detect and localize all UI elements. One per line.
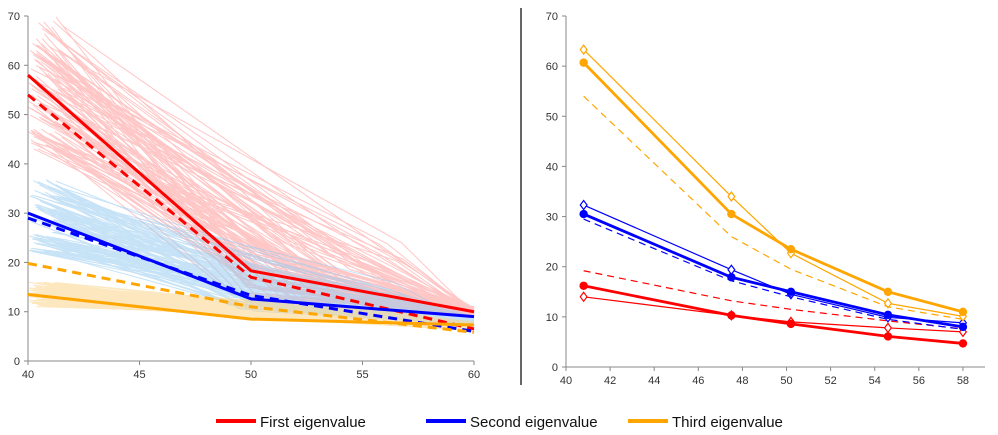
legend-item-first: First eigenvalue — [216, 414, 366, 431]
sample-curve — [57, 48, 475, 317]
right-series-first-eigenvalue-thick-filled-circle-marker — [727, 311, 736, 320]
sample-curve — [32, 132, 475, 310]
right-series-second-eigenvalue-thin-open-diamond-marker — [727, 264, 736, 276]
right-series-second-eigenvalue-thick-filled-circle-marker — [579, 209, 588, 219]
right-series-third-eigenvalue-thick-filled-circle-marker — [786, 244, 796, 254]
right-x-tick-label: 40 — [560, 375, 572, 387]
right-series-first-eigenvalue-thick-filled-circle-marker — [958, 339, 968, 348]
right-chart: 40 42 44 46 48 50 52 54 56 58 0 10 20 30 40 50 60 70 — [546, 11, 985, 387]
right-series-first-eigenvalue-thick-filled-circle-marker — [786, 319, 796, 329]
left-x-tick-label: 45 — [133, 369, 145, 381]
right-series-third-eigenvalue-thick-filled-circle — [582, 61, 964, 314]
left-y-tick-label: 40 — [8, 159, 20, 171]
right-series-third-eigenvalue-thick-filled-circle-marker — [727, 209, 736, 219]
legend-label-second: Second eigenvalue — [470, 414, 598, 430]
right-series-first-eigenvalue-thin-open-diamond — [583, 296, 963, 333]
right-series-second-eigenvalue-thick-filled-circle-marker — [727, 273, 736, 282]
right-series-second-eigenvalue-thick-filled-circle-marker — [958, 322, 968, 332]
right-y-tick-label: 10 — [546, 312, 558, 324]
right-series-second-eigenvalue-thick-filled-circle — [583, 212, 964, 329]
left-chart: 40 45 50 55 60 0 10 20 30 40 50 60 70 — [8, 11, 480, 381]
left-y-tick-label: 20 — [8, 257, 20, 269]
left-y-tick-label: 60 — [8, 60, 20, 72]
right-x-tick-label: 56 — [913, 375, 925, 387]
right-series-third-eigenvalue-thin-open-diamond-marker — [727, 191, 736, 203]
right-y-tick-label: 0 — [552, 362, 558, 374]
left-sample-bands — [27, 16, 475, 332]
sample-curve — [40, 61, 475, 309]
legend-label-first: First eigenvalue — [260, 414, 366, 430]
sample-curve — [36, 50, 475, 312]
right-series-third-eigenvalue-thick-filled-circle-marker — [579, 58, 588, 67]
right-y-tick-label: 20 — [546, 262, 558, 274]
left-y-tick-label: 10 — [8, 307, 20, 319]
right-series-first-eigenvalue-thick-filled-circle-marker — [883, 332, 893, 341]
right-series-first-eigenvalue-thin-open-diamond-marker — [579, 291, 588, 303]
right-y-tick-label: 50 — [546, 111, 558, 123]
sample-curve — [32, 52, 475, 315]
right-series-first-eigenvalue-thin-open-diamond-marker — [883, 322, 893, 334]
right-x-tick-label: 44 — [648, 375, 660, 387]
sample-curve — [40, 102, 475, 311]
right-series-first-eigenvalue-dashed — [583, 270, 964, 330]
sample-curve — [30, 68, 475, 314]
left-series-third-eigenvalue-dashed — [27, 261, 475, 334]
right-x-tick-label: 42 — [604, 375, 616, 387]
sample-curve — [53, 95, 475, 311]
sample-curve — [48, 46, 475, 315]
sample-curve — [62, 25, 475, 311]
right-series-third-eigenvalue-thin-open-diamond — [583, 49, 964, 317]
right-y-tick-label: 60 — [546, 61, 558, 73]
right-x-tick-label: 52 — [825, 375, 837, 387]
left-y-tick-label: 50 — [8, 110, 20, 122]
right-x-tick-label: 58 — [957, 375, 969, 387]
sample-curve — [45, 64, 475, 312]
right-series-first-eigenvalue-thick-filled-circle-marker — [579, 281, 588, 290]
right-series-third-eigenvalue-thin-open-diamond-marker — [579, 44, 588, 56]
left-x-tick-label: 55 — [356, 369, 368, 381]
legend: First eigenvalue Second eigenvalue Third… — [216, 414, 783, 431]
left-x-tick-label: 50 — [245, 369, 257, 381]
right-x-tick-label: 54 — [869, 375, 881, 387]
left-series-second-eigenvalue-solid — [27, 211, 475, 319]
left-y-tick-label: 70 — [8, 11, 20, 23]
right-series-second-eigenvalue-dashed — [583, 218, 964, 330]
right-y-tick-label: 40 — [546, 161, 558, 173]
right-series-second-eigenvalue-thick-filled-circle-marker — [786, 287, 796, 296]
sample-curve — [33, 58, 475, 314]
right-x-tick-label: 46 — [692, 375, 704, 387]
legend-label-third: Third eigenvalue — [672, 414, 783, 430]
right-x-tick-label: 48 — [736, 375, 748, 387]
right-y-tick-label: 30 — [546, 212, 558, 224]
left-series-second-eigenvalue-dashed — [27, 216, 475, 333]
right-series-third-eigenvalue-thick-filled-circle-marker — [883, 287, 893, 296]
right-series-second-eigenvalue-thin-open-diamond — [583, 204, 963, 324]
left-x-tick-label: 40 — [22, 369, 34, 381]
right-series-first-eigenvalue-thick-filled-circle — [583, 284, 964, 345]
left-y-tick-label: 0 — [14, 356, 20, 368]
sample-curve — [52, 205, 475, 318]
right-x-tick-label: 50 — [780, 375, 792, 387]
sample-curve — [48, 195, 475, 318]
left-series-first-eigenvalue-solid — [27, 74, 475, 314]
sample-curve — [29, 289, 475, 323]
left-y-tick-label: 30 — [8, 208, 20, 220]
sample-curve — [57, 49, 475, 317]
left-x-tick-label: 60 — [468, 369, 480, 381]
right-series-second-eigenvalue-thin-open-diamond-marker — [579, 199, 588, 211]
right-series-second-eigenvalue-thick-filled-circle-marker — [883, 310, 893, 320]
legend-item-second: Second eigenvalue — [426, 414, 598, 431]
right-series-third-eigenvalue-thick-filled-circle-marker — [958, 307, 968, 317]
right-series-third-eigenvalue-dashed — [583, 95, 964, 320]
legend-item-third: Third eigenvalue — [628, 414, 783, 431]
right-y-tick-label: 70 — [546, 11, 558, 23]
